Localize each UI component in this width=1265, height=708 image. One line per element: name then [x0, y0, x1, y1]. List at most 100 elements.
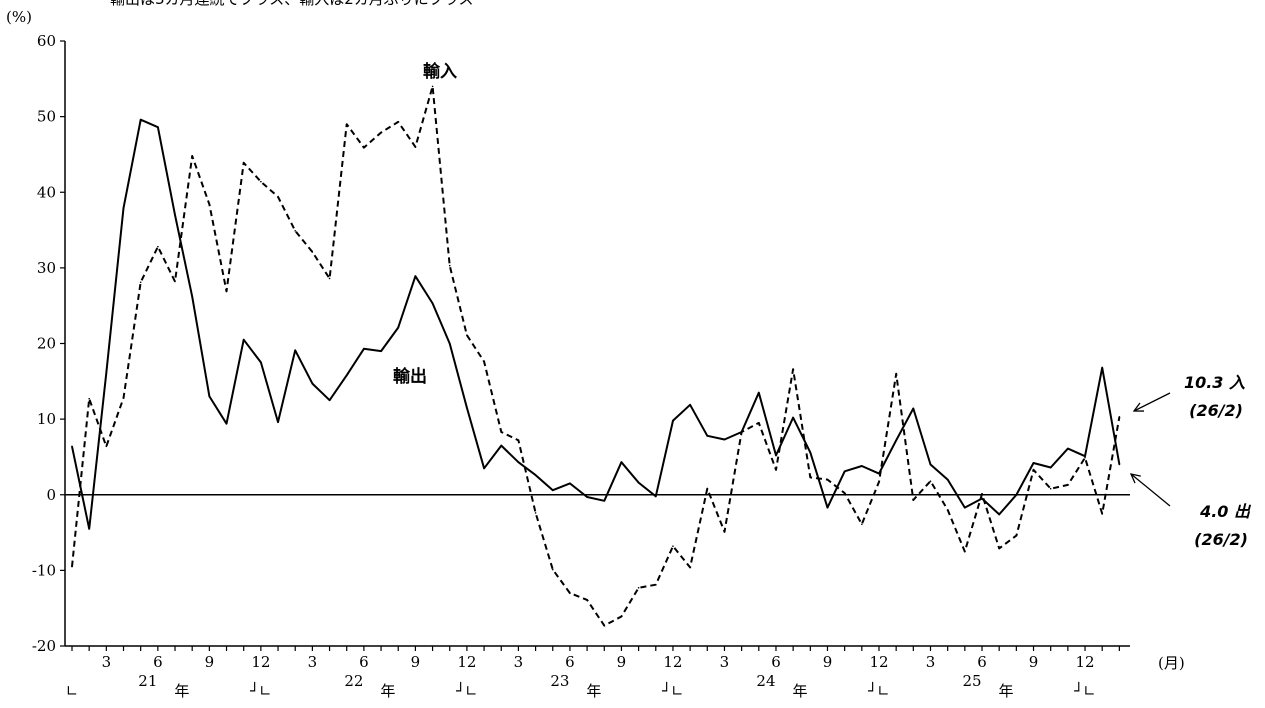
- end-note-arrowhead: [1132, 402, 1145, 412]
- data-point: [242, 161, 245, 164]
- series-line-imports: [71, 85, 1121, 627]
- data-point: [71, 565, 73, 568]
- data-point: [706, 434, 709, 437]
- data-point: [672, 419, 674, 422]
- data-point: [345, 123, 348, 125]
- data-point: [654, 583, 657, 586]
- data-point: [929, 480, 932, 482]
- data-point: [637, 586, 640, 589]
- year-label: 24: [756, 672, 775, 690]
- year-bracket: ┘∟: [1073, 681, 1096, 700]
- data-point: [483, 360, 485, 363]
- data-point: [981, 493, 983, 495]
- data-point: [569, 592, 571, 594]
- data-point: [826, 506, 829, 509]
- year-bracket: ┘∟: [867, 681, 890, 700]
- data-point: [792, 368, 794, 371]
- y-tick-label: 20: [37, 335, 56, 353]
- data-point: [775, 454, 777, 457]
- data-point: [1067, 447, 1069, 450]
- data-point: [637, 481, 640, 484]
- x-tick-label: 12: [869, 653, 888, 671]
- data-point: [294, 230, 297, 232]
- data-point: [242, 338, 245, 341]
- data-point: [964, 550, 966, 553]
- series-label-imports: 輸入: [423, 61, 457, 82]
- x-tick-label: 9: [205, 653, 215, 671]
- data-point: [105, 445, 108, 448]
- data-point: [929, 463, 932, 466]
- data-point: [500, 431, 503, 433]
- data-point: [1084, 456, 1086, 459]
- data-point: [1049, 466, 1052, 469]
- data-point: [363, 347, 365, 350]
- data-point: [569, 482, 571, 485]
- end-note-arrow: [1133, 392, 1171, 412]
- data-point: [1049, 487, 1052, 490]
- year-bracket: ∟: [66, 682, 79, 700]
- x-tick-label: 6: [771, 653, 781, 671]
- data-point: [826, 478, 829, 481]
- x-tick-label: 3: [102, 653, 112, 671]
- data-point: [895, 439, 897, 442]
- data-point: [191, 295, 193, 298]
- data-point: [861, 523, 863, 526]
- year-label: 21: [138, 672, 157, 690]
- data-point: [689, 403, 691, 406]
- data-point: [895, 372, 897, 375]
- data-point: [174, 214, 176, 216]
- data-point: [88, 397, 90, 400]
- data-point: [809, 451, 812, 454]
- data-point: [1032, 468, 1035, 471]
- data-point: [345, 374, 348, 377]
- year-suffix: 年: [586, 682, 601, 700]
- data-point: [758, 391, 760, 394]
- year-label: 23: [550, 672, 569, 690]
- data-point: [740, 431, 743, 433]
- y-tick-label: 10: [37, 410, 56, 428]
- data-point: [294, 349, 297, 352]
- data-point: [122, 397, 125, 399]
- series-layer: [71, 85, 1121, 627]
- data-point: [517, 439, 520, 442]
- data-point: [586, 496, 588, 498]
- y-tick-label: 40: [37, 183, 56, 201]
- data-point: [861, 465, 863, 467]
- x-tick-label: 6: [977, 653, 987, 671]
- data-point: [311, 382, 314, 385]
- data-point: [706, 487, 709, 490]
- data-point: [654, 495, 657, 498]
- y-axis-ticks: -20 -10 0 10 20 30 40 50 60: [32, 32, 65, 655]
- y-axis-unit: (%): [6, 8, 32, 26]
- data-point: [328, 277, 331, 280]
- x-tick-label: 9: [1029, 653, 1039, 671]
- data-point: [466, 406, 468, 409]
- y-tick-label: -20: [32, 637, 56, 655]
- data-point: [483, 467, 485, 470]
- year-suffix: 年: [380, 682, 395, 700]
- data-point: [380, 350, 382, 352]
- series-line-exports: [71, 118, 1121, 530]
- y-tick-label: -10: [32, 561, 56, 579]
- data-point: [551, 489, 554, 492]
- data-point: [208, 395, 211, 398]
- data-point: [689, 566, 691, 569]
- data-point: [620, 615, 623, 618]
- data-point: [723, 531, 726, 533]
- data-point: [1015, 493, 1018, 496]
- data-point: [946, 478, 949, 481]
- data-point: [551, 568, 554, 571]
- data-point: [139, 281, 142, 284]
- data-point: [534, 512, 537, 514]
- year-suffix: 年: [792, 682, 807, 700]
- series-label-exports: 輸出: [393, 366, 427, 387]
- data-point: [586, 599, 588, 601]
- chart-subtitle: 輸出は3カ月連続でプラス、輸入は2カ月ぶりにプラス: [110, 0, 474, 8]
- y-tick-label: 50: [37, 108, 56, 126]
- data-point: [414, 275, 417, 277]
- data-point: [157, 126, 159, 129]
- data-point: [672, 545, 674, 547]
- data-point: [380, 131, 382, 134]
- data-point: [431, 85, 434, 88]
